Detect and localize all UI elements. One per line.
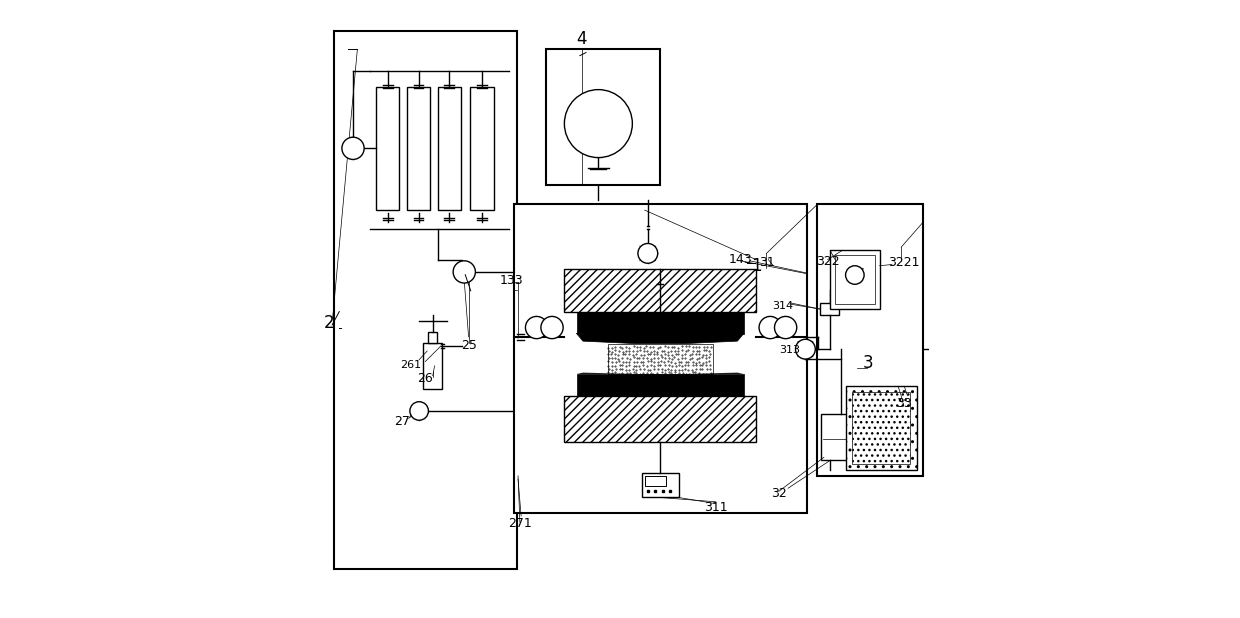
Text: 311: 311	[704, 501, 728, 514]
Circle shape	[775, 316, 797, 339]
Bar	[513, 204, 807, 513]
Polygon shape	[577, 373, 744, 374]
Bar	[816, 204, 923, 476]
Bar	[645, 476, 666, 486]
Text: 314: 314	[773, 301, 794, 311]
Bar	[424, 343, 441, 389]
Bar	[577, 374, 744, 396]
Bar	[852, 392, 910, 464]
Text: 33: 33	[897, 397, 913, 410]
Text: 4: 4	[577, 30, 587, 48]
Bar	[564, 306, 605, 442]
Circle shape	[342, 137, 365, 159]
Bar	[407, 87, 430, 210]
Bar	[608, 344, 713, 374]
Bar	[830, 250, 879, 309]
Bar	[438, 87, 461, 210]
Text: 271: 271	[508, 517, 532, 530]
Text: 2: 2	[324, 313, 335, 331]
Bar	[930, 345, 941, 353]
Circle shape	[564, 90, 632, 158]
Bar	[429, 332, 436, 343]
Bar	[846, 386, 916, 470]
Text: 3: 3	[863, 353, 874, 371]
Bar	[564, 269, 756, 312]
Text: 3221: 3221	[889, 256, 920, 269]
Circle shape	[796, 339, 815, 359]
Circle shape	[410, 402, 429, 420]
Bar	[577, 312, 744, 334]
Circle shape	[637, 243, 657, 263]
Circle shape	[759, 316, 781, 339]
Bar	[835, 255, 874, 304]
Bar	[641, 473, 678, 497]
Circle shape	[541, 316, 563, 339]
Text: 143: 143	[729, 253, 753, 266]
Text: 25: 25	[460, 339, 476, 352]
Bar	[546, 49, 660, 185]
Circle shape	[846, 266, 864, 284]
Text: 31: 31	[759, 256, 774, 269]
Text: 313: 313	[780, 345, 801, 355]
Bar	[470, 87, 494, 210]
Bar	[715, 306, 756, 442]
Circle shape	[453, 261, 475, 283]
Bar	[564, 396, 756, 442]
Bar	[335, 31, 517, 569]
Bar	[820, 303, 839, 315]
Bar	[376, 87, 399, 210]
Text: 1: 1	[750, 256, 761, 275]
Polygon shape	[577, 334, 744, 344]
Circle shape	[526, 316, 548, 339]
Text: 32: 32	[771, 488, 787, 501]
Text: 261: 261	[401, 360, 422, 370]
Text: 27: 27	[394, 415, 410, 428]
Text: 322: 322	[816, 255, 839, 268]
Bar	[821, 414, 861, 460]
Text: 133: 133	[500, 274, 523, 287]
Text: 26: 26	[418, 372, 433, 385]
